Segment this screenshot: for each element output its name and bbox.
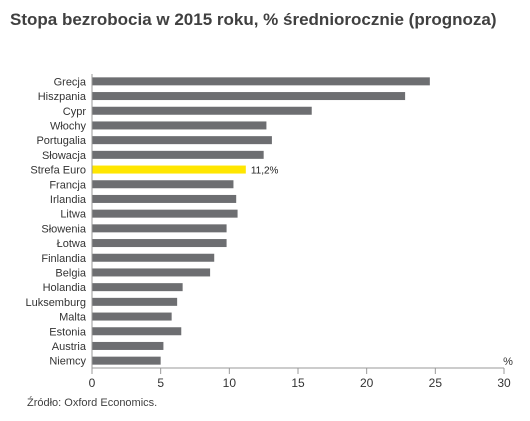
category-label: Holandia bbox=[43, 282, 87, 294]
category-label: Niemcy bbox=[49, 356, 86, 368]
x-tick-label: 30 bbox=[497, 376, 511, 390]
x-tick-label: 10 bbox=[223, 376, 237, 390]
bar bbox=[92, 356, 161, 365]
x-axis: 0 5 10 15 20 25 30% bbox=[89, 74, 513, 390]
bar bbox=[92, 77, 430, 86]
bar bbox=[92, 224, 227, 233]
category-label: Portugalia bbox=[36, 135, 86, 147]
category-label: Estonia bbox=[49, 326, 87, 338]
bar bbox=[92, 209, 238, 218]
category-label: Strefa Euro bbox=[30, 165, 86, 177]
category-labels: Grecja Hiszpania Cypr Włochy Portugalia Słowa… bbox=[25, 76, 86, 367]
category-label: Luksemburg bbox=[25, 297, 86, 309]
category-label: Litwa bbox=[60, 209, 87, 221]
bar bbox=[92, 106, 312, 115]
bars-group: 11,2% bbox=[92, 77, 430, 365]
category-label: Włochy bbox=[50, 120, 87, 132]
category-label: Finlandia bbox=[41, 253, 87, 265]
category-label: Irlandia bbox=[50, 194, 87, 206]
category-label: Grecja bbox=[54, 76, 87, 88]
category-label: Francja bbox=[49, 179, 87, 191]
category-label: Słowenia bbox=[41, 223, 87, 235]
category-label: Belgia bbox=[55, 267, 86, 279]
category-label: Austria bbox=[52, 341, 87, 353]
category-label: Hiszpania bbox=[38, 91, 87, 103]
highlight-data-label: 11,2% bbox=[251, 166, 279, 177]
bar bbox=[92, 180, 234, 189]
x-tick-label: 15 bbox=[291, 376, 305, 390]
bar bbox=[92, 194, 237, 203]
bar bbox=[92, 253, 215, 262]
bar bbox=[92, 283, 183, 292]
x-tick-label: 0 bbox=[89, 376, 96, 390]
bar bbox=[92, 92, 406, 101]
bar bbox=[92, 312, 172, 321]
bar-highlight bbox=[92, 165, 246, 174]
bar bbox=[92, 268, 211, 277]
x-tick-label: 20 bbox=[360, 376, 374, 390]
bar bbox=[92, 121, 267, 130]
bar bbox=[92, 341, 164, 350]
category-label: Malta bbox=[59, 312, 87, 324]
x-tick-label: 25 bbox=[429, 376, 443, 390]
source-note: Źródło: Oxford Economics. bbox=[27, 397, 158, 409]
bar bbox=[92, 150, 264, 159]
x-axis-unit: % bbox=[503, 356, 513, 368]
bar bbox=[92, 297, 178, 306]
bar bbox=[92, 239, 227, 248]
category-label: Łotwa bbox=[57, 238, 87, 250]
category-label: Cypr bbox=[63, 106, 87, 118]
bar bbox=[92, 136, 272, 145]
x-tick-label: 5 bbox=[157, 376, 164, 390]
bar bbox=[92, 327, 182, 336]
chart-title: Stopa bezrobocia w 2015 roku, % średnior… bbox=[10, 10, 497, 29]
category-label: Słowacja bbox=[42, 150, 87, 162]
